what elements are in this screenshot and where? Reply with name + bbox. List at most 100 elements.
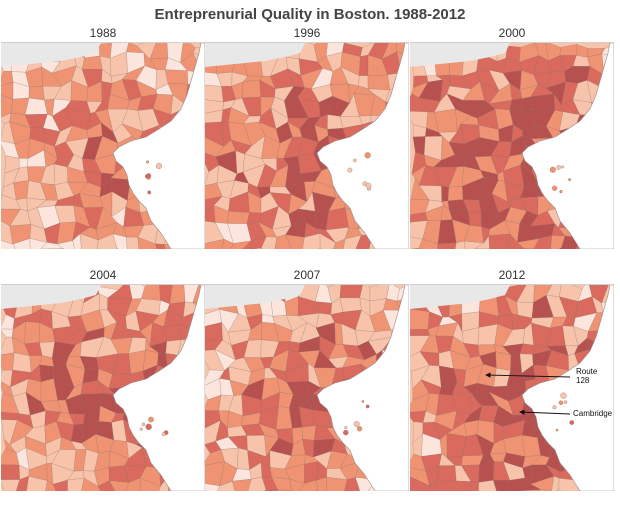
town-region [517,238,540,249]
out-of-state-region [410,285,510,309]
panel-year-label: 1996 [293,26,321,40]
ocean-region [316,285,409,491]
town-region [126,236,140,249]
island [353,421,360,427]
map-frame[interactable] [1,284,205,491]
out-of-state-region [410,43,510,67]
map-frame[interactable] [205,42,409,249]
town-region [24,97,48,115]
town-region [221,239,234,249]
town-region [1,240,17,249]
cambridge-arrow [519,409,571,415]
town-region [1,352,15,371]
town-region [79,233,99,249]
town-region [1,464,20,480]
town-region [205,85,224,103]
choropleth-map [205,43,409,249]
map-frame[interactable] [205,284,409,491]
map-panel-1988: 1988 [0,26,206,249]
island [364,152,371,159]
panel-year-label: 2004 [89,268,117,282]
town-region [410,308,430,330]
town-region [441,185,449,202]
town-region [12,238,31,249]
choropleth-map [205,285,409,491]
choropleth-map [1,285,205,491]
island [148,416,154,423]
town-region [418,238,439,249]
island [347,167,353,173]
town-region [561,247,566,249]
town-region [26,475,48,491]
island [161,432,166,437]
town-region [436,465,457,482]
town-region [521,489,542,491]
out-of-state-region [1,285,101,309]
town-region [241,79,261,99]
town-region [81,477,101,491]
town-region [410,329,430,336]
town-region [41,248,63,249]
town-region [155,243,166,249]
panel-year-label: 2000 [498,26,526,40]
town-region [12,352,32,373]
town-region [434,108,458,133]
map-frame[interactable]: Route 128 Cambridge [410,284,614,491]
town-region [333,238,346,249]
island [563,400,568,404]
town-region [112,233,128,249]
town-region [18,158,29,169]
island [568,178,572,182]
town-region [52,479,68,491]
island [569,420,575,425]
town-region [205,248,207,249]
town-region [24,321,40,345]
town-region [558,247,563,249]
town-region [72,233,82,249]
map-panel-2007: 2007 [204,268,410,491]
town-region [205,483,221,491]
town-region [478,461,495,483]
town-region [53,163,69,186]
town-region [205,239,225,249]
town-region [447,186,464,202]
island [145,423,152,430]
island [155,162,163,170]
town-region [1,479,21,491]
route128-arrow [485,372,571,378]
town-region [28,86,45,101]
island [558,400,564,405]
town-region [250,248,262,249]
town-region [343,234,362,249]
town-region [217,480,236,491]
town-region [139,477,161,491]
map-panel-2000: 2000 [409,26,615,249]
choropleth-map [410,43,614,249]
town-region [367,74,391,91]
island [552,405,557,410]
town-region [169,285,186,305]
town-region [125,477,141,491]
town-region [437,242,457,249]
map-frame[interactable] [1,42,205,249]
town-region [261,236,278,249]
map-panel-1996: 1996 [204,26,410,249]
cambridge-label: Cambridge [573,409,613,418]
town-region [319,233,336,249]
town-region [558,489,562,491]
island [559,190,563,194]
island [353,158,357,163]
ocean-region [521,285,614,491]
island [560,392,567,399]
island [146,160,150,164]
town-region [109,480,129,491]
island [561,165,565,169]
town-region [164,69,188,85]
town-region [289,478,305,491]
island [356,426,363,432]
town-region [493,480,510,491]
town-region [540,489,545,491]
island [344,426,348,430]
map-frame[interactable] [410,42,614,249]
island [556,165,562,170]
